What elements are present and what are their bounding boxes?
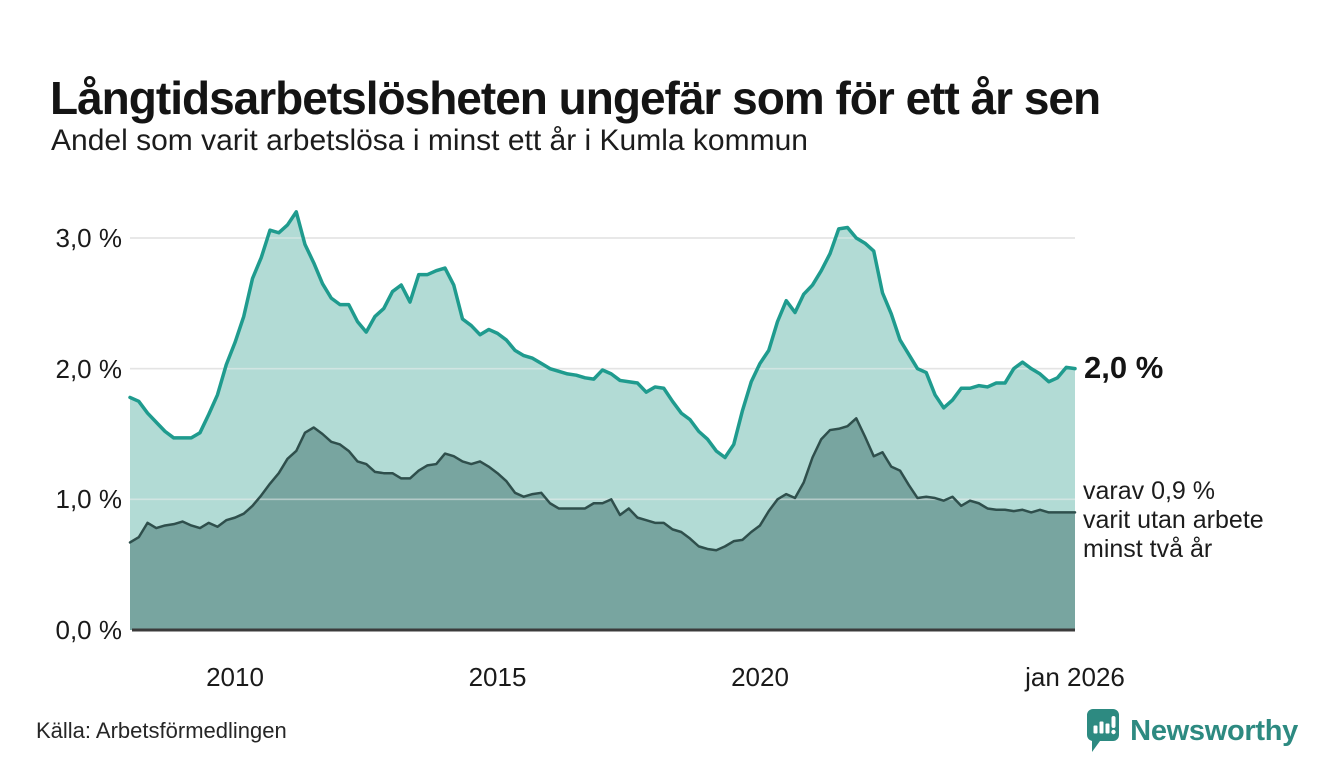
x-tick-label: 2020 — [731, 662, 789, 692]
y-tick-label: 0,0 % — [55, 615, 123, 645]
chart-subtitle: Andel som varit arbetslösa i minst ett å… — [51, 124, 808, 157]
source-attribution: Källa: Arbetsförmedlingen — [36, 718, 287, 743]
subset-annotation-line: minst två år — [1083, 535, 1213, 563]
subset-annotation-line: varit utan arbete — [1083, 506, 1264, 534]
area-arbetslosa-minst-tva-ar — [130, 418, 1075, 630]
brand-wordmark: Newsworthy — [1130, 714, 1298, 747]
y-tick-label: 1,0 % — [55, 484, 123, 515]
subset-annotation-line: varav 0,9 % — [1083, 477, 1216, 505]
x-tick-label: 2010 — [206, 662, 264, 692]
x-tick-label: jan 2026 — [1025, 662, 1125, 692]
x-tick-label: 2015 — [468, 662, 527, 692]
line-arbetslosa-minst-tva-ar — [128, 417, 1077, 552]
y-tick-label: 2,0 % — [55, 353, 123, 384]
newsworthy-badge-icon — [1087, 709, 1120, 752]
y-tick-label: 3,0 % — [55, 222, 123, 253]
newsworthy-logo: Newsworthy — [1086, 708, 1298, 754]
line-arbetslosa-minst-ett-ar — [128, 210, 1077, 460]
series-end-value-label: 2,0 % — [1084, 350, 1164, 385]
subset-annotation: varav 0,9 % varit utan arbete minst två … — [1083, 477, 1264, 564]
chart-title: Långtidsarbetslösheten ungefär som för e… — [50, 71, 1101, 124]
